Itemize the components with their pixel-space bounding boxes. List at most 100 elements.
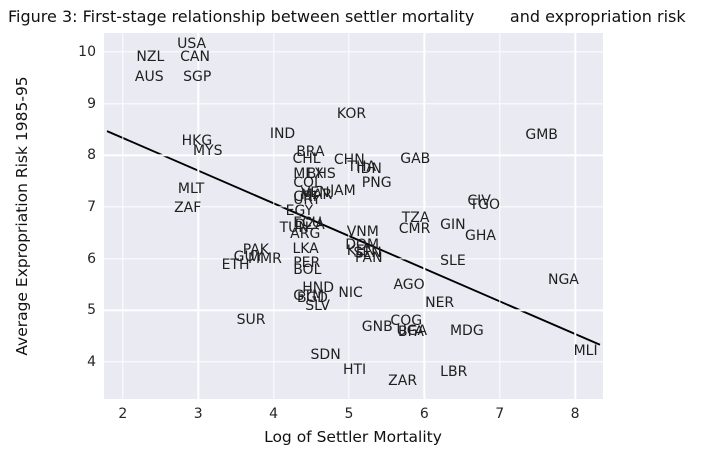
country-label-GAB: GAB (400, 150, 431, 167)
country-label-VEN: VEN (300, 184, 330, 201)
country-label-LKA: LKA (292, 241, 319, 257)
country-label-MEX: MEX (293, 166, 324, 183)
country-label-SLV: SLV (305, 297, 330, 314)
y-tick-label-10: 10 (78, 44, 96, 61)
country-label-HTI: HTI (342, 361, 367, 378)
gridline-y-5 (104, 309, 603, 311)
country-label-EGY: EGY (285, 203, 314, 220)
country-label-GHA: GHA (465, 228, 496, 245)
gridline-x-5 (348, 33, 350, 399)
country-label-COG: COG (390, 312, 423, 329)
country-label-IDN: IDN (356, 160, 382, 177)
country-label-BFA: BFA (397, 324, 424, 341)
gridline-x-6 (423, 33, 426, 399)
country-label-GTM: GTM (293, 287, 325, 304)
country-label-ETH: ETH (221, 257, 250, 273)
country-label-TUN: TUN (279, 219, 309, 236)
x-axis-title: Log of Settler Mortality (264, 428, 442, 446)
country-label-BOL: BOL (293, 261, 322, 278)
country-label-SGP: SGP (183, 69, 212, 86)
x-tick-label-4: 4 (269, 406, 279, 422)
country-label-SLE: SLE (440, 252, 466, 269)
country-label-ECU: ECU (293, 215, 323, 232)
y-tick-label-5: 5 (87, 302, 96, 319)
x-tick-label-8: 8 (570, 406, 580, 422)
country-label-CHL: CHL (292, 150, 321, 167)
country-label-USA: USA (177, 36, 207, 53)
x-tick-label-2: 2 (118, 406, 128, 422)
x-tick-label-3: 3 (193, 406, 203, 422)
country-label-NZL: NZL (136, 49, 165, 66)
country-label-KEN: KEN (346, 242, 376, 259)
country-label-PER: PER (293, 255, 321, 272)
gridline-x-7 (499, 33, 501, 399)
gridline-y-10 (104, 51, 603, 53)
country-label-BRA: BRA (296, 143, 325, 160)
country-label-MLI: MLI (573, 342, 598, 359)
trend-line (107, 131, 600, 345)
country-label-MYS: MYS (192, 142, 223, 159)
country-label-NER: NER (425, 294, 455, 311)
country-label-ZAF: ZAF (174, 199, 202, 216)
gridline-y-6 (104, 257, 603, 260)
country-label-CIV: CIV (467, 192, 491, 209)
country-label-THA: THA (347, 158, 377, 175)
country-label-JAM: JAM (330, 182, 356, 199)
chart-title: Figure 3: First-stage relationship betwe… (8, 7, 686, 26)
country-label-CAN: CAN (180, 49, 210, 66)
country-label-MLT: MLT (177, 181, 205, 198)
country-label-GUY: GUY (233, 248, 264, 265)
country-label-ARG: ARG (290, 225, 321, 242)
country-label-BGD: BGD (296, 289, 328, 306)
country-label-AGO: AGO (393, 276, 425, 293)
country-label-KOR: KOR (336, 106, 367, 123)
plot-area: USA NZL CAN AUS SGP KOR IND HKG MYS GMB BRA CHL CHN T… (104, 33, 603, 399)
gridline-y-8 (104, 154, 603, 157)
country-label-GNB: GNB (361, 319, 393, 336)
trend-line-layer (104, 33, 603, 399)
country-label-VNM: VNM (346, 223, 379, 240)
country-label-PNG: PNG (361, 174, 392, 191)
country-label-NGA: NGA (547, 271, 579, 288)
country-label-ZAR: ZAR (388, 372, 418, 389)
gridline-y-7 (104, 206, 603, 208)
country-label-SEN: SEN (353, 244, 382, 261)
gridline-y-4 (104, 361, 603, 363)
country-label-CRI: CRI (293, 189, 317, 206)
country-label-MMR: MMR (247, 250, 282, 267)
country-label-PAK: PAK (242, 242, 269, 259)
y-axis-ticks: 4 5 6 7 8 9 10 (62, 33, 96, 399)
country-label-CHN: CHN (333, 151, 365, 168)
country-label-UGA: UGA (396, 322, 428, 339)
y-tick-label-4: 4 (87, 353, 96, 370)
country-label-BHS: BHS (306, 166, 336, 183)
country-label-LBR: LBR (440, 364, 468, 381)
x-tick-label-7: 7 (495, 406, 505, 422)
country-label-GIN: GIN (440, 216, 466, 233)
country-label-TGO: TGO (469, 197, 500, 214)
country-label-AUS: AUS (134, 69, 164, 86)
gridline-y-9 (104, 103, 603, 105)
y-tick-label-6: 6 (87, 250, 96, 267)
country-label-GMB: GMB (525, 126, 558, 143)
y-tick-label-7: 7 (87, 198, 96, 215)
gridline-x-4 (272, 33, 275, 399)
country-label-MAR: MAR (300, 187, 333, 204)
country-label-URY: URY (293, 191, 321, 208)
country-label-NIC: NIC (338, 284, 363, 301)
x-tick-label-6: 6 (419, 406, 429, 422)
country-label-HKG: HKG (181, 133, 213, 150)
country-label-HND: HND (302, 279, 335, 296)
x-axis-ticks: 2 3 4 5 6 7 8 (104, 406, 603, 426)
country-label-MDG: MDG (449, 322, 484, 339)
gridline-x-8 (574, 33, 576, 399)
y-axis-title: Average Expropriation Risk 1985-95 (13, 76, 31, 356)
country-label-DZA: DZA (294, 216, 325, 233)
country-label-COL: COL (293, 175, 322, 192)
x-tick-label-5: 5 (344, 406, 354, 422)
country-label-DOM: DOM (345, 236, 380, 253)
gridline-x-2 (122, 33, 124, 399)
country-label-PAN: PAN (355, 249, 383, 266)
y-tick-label-8: 8 (87, 147, 96, 164)
